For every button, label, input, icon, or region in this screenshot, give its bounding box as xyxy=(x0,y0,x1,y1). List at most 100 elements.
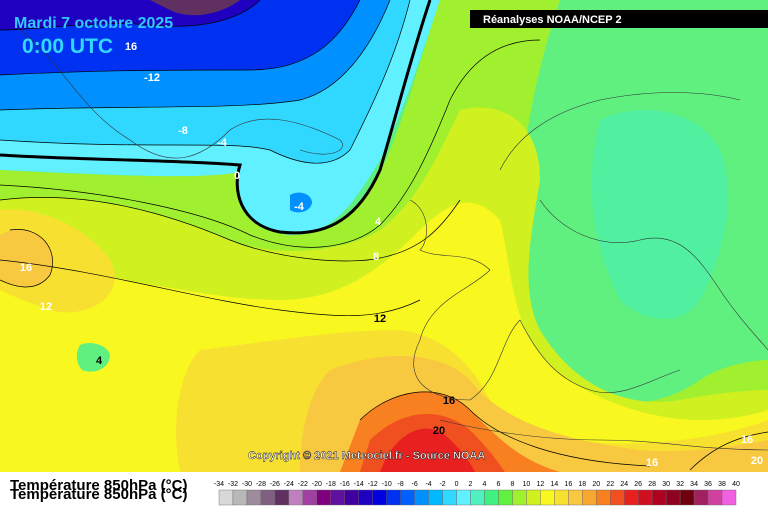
contour-label: 8 xyxy=(373,251,379,263)
legend-scale: -34 -32 -30 -28 -26 -24 -22 -20 -18 -16 -14 -12 -10-… xyxy=(214,481,740,506)
legend-swatch xyxy=(232,489,248,506)
contour-label: 20 xyxy=(751,455,763,467)
legend-swatch xyxy=(428,489,443,506)
coastlines xyxy=(19,29,768,451)
legend-tick-label: -4 xyxy=(425,481,431,488)
legend-swatch xyxy=(274,489,290,506)
legend-tick-label: 8 xyxy=(510,481,514,488)
contour-label: 4 xyxy=(96,355,103,367)
legend-tick-label: 14 xyxy=(550,481,558,488)
contour-label: 12 xyxy=(374,313,386,325)
legend-tick-label: 38 xyxy=(718,481,726,488)
legend-swatch xyxy=(288,489,304,506)
legend-tick-label: -30 xyxy=(242,481,252,488)
legend-swatch xyxy=(554,489,569,506)
legend-swatch xyxy=(316,489,331,506)
legend-swatch xyxy=(512,489,527,506)
legend-tick-label: 26 xyxy=(634,481,642,488)
contour-label: 4 xyxy=(375,216,382,228)
legend-swatch xyxy=(386,489,401,506)
legend-tick-label: -24 xyxy=(284,481,294,488)
legend-tick-label: 18 xyxy=(578,481,586,488)
legend-swatch xyxy=(246,489,262,506)
legend-tick-label: 34 xyxy=(690,481,698,488)
date: Mardi 7 octobre 2025 xyxy=(14,15,173,32)
contour-label: -12 xyxy=(144,72,160,84)
legend-title-shadow: Température 850hPa (°C) xyxy=(10,486,187,503)
contour-label: 16 xyxy=(741,434,753,446)
contour-label: -4 xyxy=(217,137,228,149)
thin-contours xyxy=(0,0,768,471)
legend-tick-label: 28 xyxy=(648,481,656,488)
legend-swatch xyxy=(358,489,373,506)
legend-swatch xyxy=(582,489,597,506)
legend-tick-label: 12 xyxy=(536,481,544,488)
legend-swatch xyxy=(456,489,471,506)
legend-tick-label: -26 xyxy=(270,481,280,488)
legend-swatch xyxy=(526,489,541,506)
legend-swatch xyxy=(610,489,625,506)
legend-title: Température 850hPa (°C) xyxy=(10,477,187,494)
legend-swatch xyxy=(414,489,429,506)
legend-tick-label: 20 xyxy=(592,481,600,488)
contour-label: -8 xyxy=(178,125,188,137)
legend-tick-label: 6 xyxy=(497,481,501,488)
legend-swatch xyxy=(470,489,485,506)
legend-swatch xyxy=(596,489,611,506)
legend-tick-label: 36 xyxy=(704,481,712,488)
legend-swatch xyxy=(679,489,695,506)
contour-label: 16 xyxy=(646,457,658,469)
legend-swatch xyxy=(568,489,583,506)
source-bar xyxy=(470,10,768,28)
contour-label: -4 xyxy=(294,201,305,213)
legend-tick-label: 16 xyxy=(564,481,572,488)
legend-tick-label: -2 xyxy=(439,481,445,488)
time: 0:00 UTC xyxy=(22,35,113,58)
contour-label: 12 xyxy=(40,301,52,313)
legend-swatch xyxy=(260,489,276,506)
legend-tick-label: -32 xyxy=(228,481,238,488)
legend-swatch xyxy=(218,489,234,506)
legend-tick-label: 40 xyxy=(732,481,740,488)
legend-swatch xyxy=(693,489,709,506)
legend-tick-label: -6 xyxy=(412,481,418,488)
temperature-field xyxy=(0,0,768,472)
legend-tick-label: -10 xyxy=(382,481,392,488)
legend-swatch xyxy=(344,489,359,506)
legend-tick-label: -16 xyxy=(340,481,350,488)
contour-label: 16 xyxy=(20,262,32,274)
legend-swatch xyxy=(372,489,387,506)
legend-swatch xyxy=(498,489,513,506)
legend-swatch xyxy=(721,489,737,506)
legend-tick-label: -18 xyxy=(326,481,336,488)
legend-tick-label: 10 xyxy=(523,481,531,488)
legend-tick-label: -8 xyxy=(398,481,404,488)
copyright: Copyright © 2021 Meteociel.fr - Source N… xyxy=(248,450,485,462)
legend-tick-label: 24 xyxy=(620,481,628,488)
contour-label: 16 xyxy=(125,41,137,53)
legend-tick-label: 0 xyxy=(455,481,459,488)
legend-tick-label: -28 xyxy=(256,481,266,488)
legend-tick-label: -12 xyxy=(368,481,378,488)
legend-tick-label: -14 xyxy=(354,481,364,488)
legend-tick-label: -34 xyxy=(214,481,224,488)
contour-labels: 16 -12 -8 -4 0 -4 4 8 12 16 12 4 16 20 1… xyxy=(20,41,763,469)
contour-label: 20 xyxy=(433,425,445,437)
legend-tick-label: 32 xyxy=(676,481,684,488)
legend-tick-label: 22 xyxy=(606,481,614,488)
source: Réanalyses NOAA/NCEP 2 xyxy=(483,14,622,26)
legend-swatch xyxy=(665,489,681,506)
legend-swatch xyxy=(330,489,345,506)
zero-isotherm xyxy=(0,0,432,235)
legend-tick-label: -22 xyxy=(298,481,308,488)
legend-swatch xyxy=(442,489,457,506)
legend-swatch xyxy=(651,489,667,506)
legend-tick-label: 2 xyxy=(469,481,473,488)
legend-tick-label: 30 xyxy=(662,481,670,488)
legend-swatch xyxy=(707,489,723,506)
contour-label: 16 xyxy=(443,395,455,407)
contour-label: 0 xyxy=(234,170,240,182)
legend-swatch xyxy=(540,489,555,506)
legend-tick-label: 4 xyxy=(483,481,487,488)
